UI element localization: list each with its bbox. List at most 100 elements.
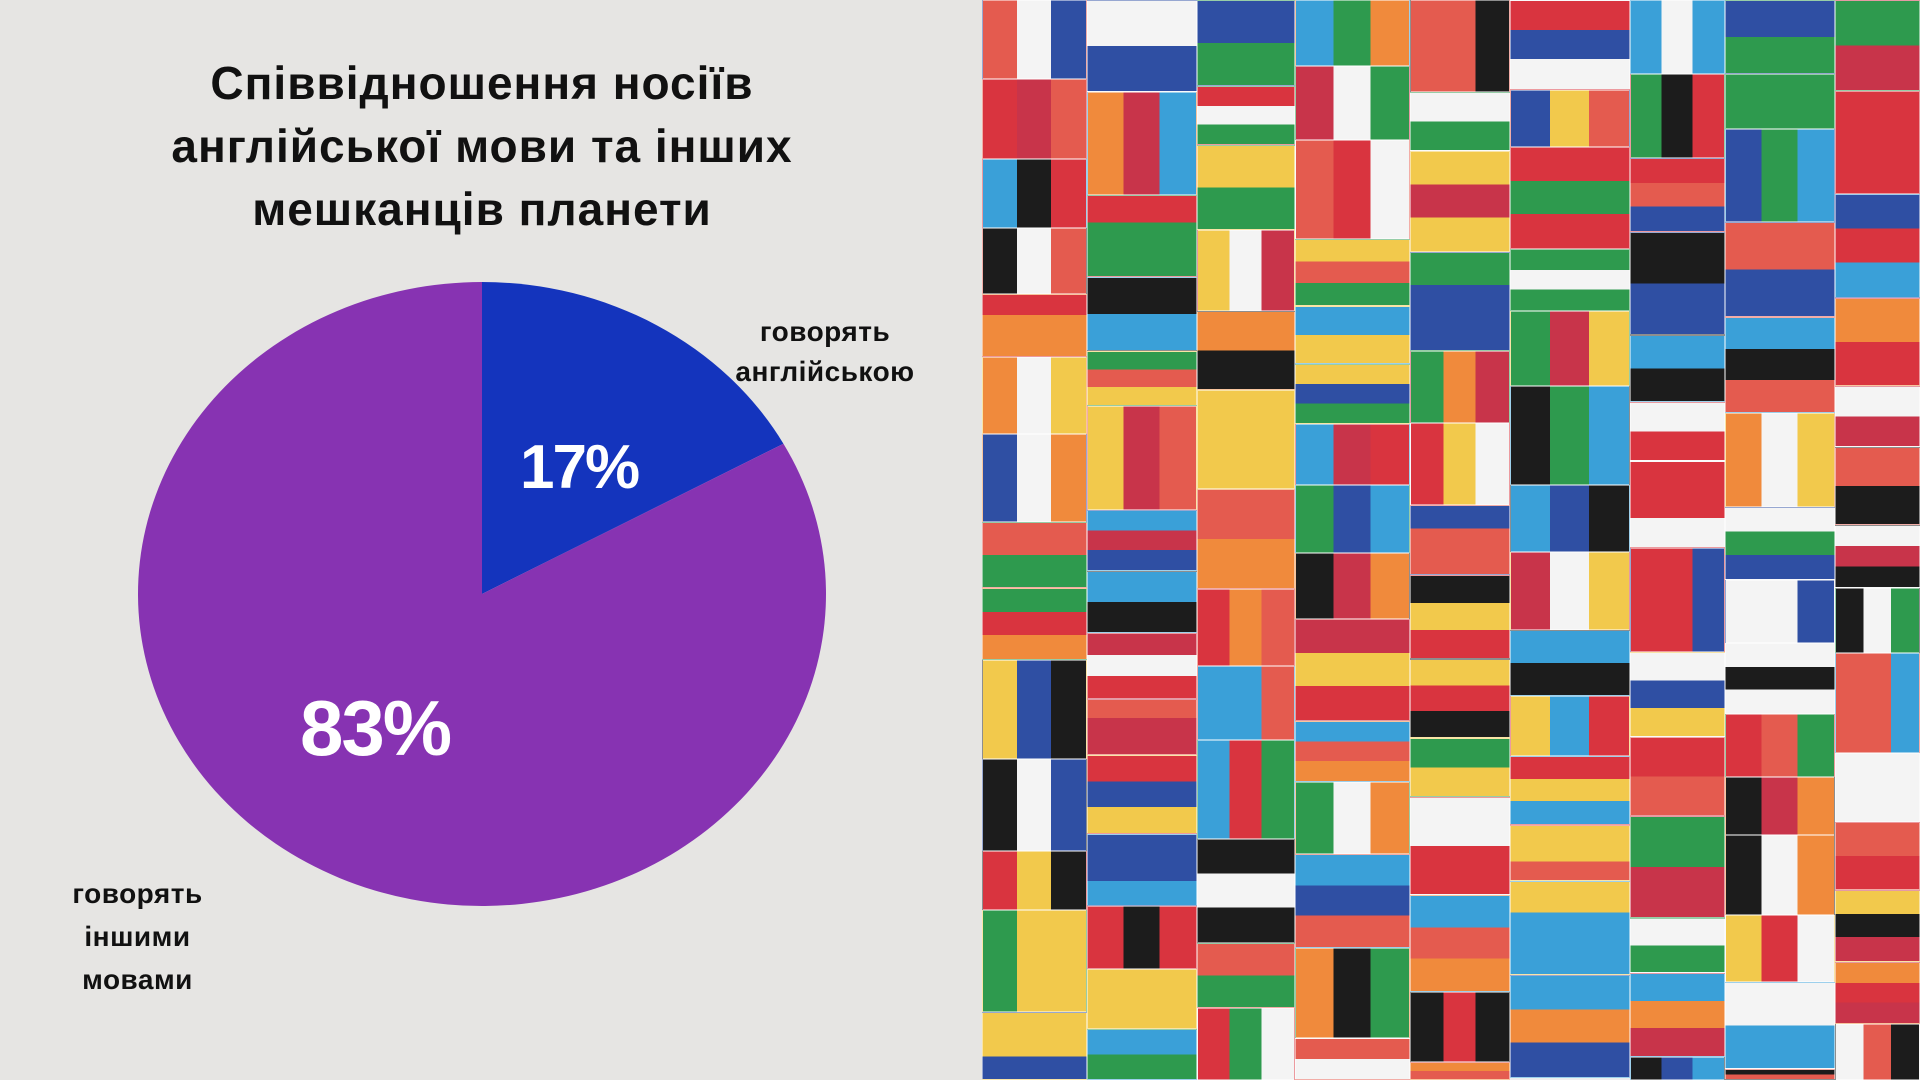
flag-tile: [1295, 306, 1410, 364]
flags-collage-image: [982, 0, 1920, 1080]
flag-tile: [1087, 195, 1197, 277]
flag-tile: [1835, 447, 1920, 525]
flag-tile: [1630, 335, 1725, 402]
flag-tile: [1835, 962, 1920, 1024]
flag-tile: [1510, 696, 1630, 756]
flag-tile: [1197, 839, 1295, 943]
flag-tile: [982, 1012, 1087, 1080]
flag-tile: [1630, 973, 1725, 1057]
flag-tile: [1630, 816, 1725, 918]
flag-tile: [1725, 0, 1835, 74]
flag-tile: [1510, 756, 1630, 825]
flag-tile: [1295, 424, 1410, 485]
flag-tile: [1197, 0, 1295, 86]
flag-tile: [982, 357, 1087, 434]
flag-tile: [1197, 230, 1295, 311]
slice-label-line: мовами: [82, 964, 193, 995]
slice-label-line: іншими: [84, 921, 191, 952]
flag-tile: [1725, 915, 1835, 982]
flag-tile: [1835, 1024, 1920, 1080]
flag-tile: [1295, 485, 1410, 553]
flag-tile: [982, 851, 1087, 910]
flag-tile: [1630, 402, 1725, 461]
flag-tile: [1295, 782, 1410, 854]
flag-tile: [1510, 90, 1630, 147]
flag-tile: [1725, 507, 1835, 580]
flag-tile: [1630, 232, 1725, 335]
flag-tile: [1630, 0, 1725, 74]
flag-tile: [1410, 738, 1510, 797]
flag-tile: [1630, 461, 1725, 548]
flag-tile: [982, 522, 1087, 588]
flag-tile: [1725, 982, 1835, 1069]
flag-tile: [1725, 129, 1835, 222]
flag-tile: [1087, 969, 1197, 1029]
flag-tile: [1510, 825, 1630, 881]
flag-tile: [1087, 699, 1197, 755]
flag-tile: [1835, 194, 1920, 298]
data-label-other: 83%: [300, 684, 452, 772]
flag-tile: [1087, 277, 1197, 351]
flag-tile: [1295, 0, 1410, 66]
slice-label-other: говорять іншими мовами: [30, 872, 245, 1001]
flag-tile: [1510, 147, 1630, 249]
flag-tile: [1295, 364, 1410, 424]
flag-tile: [1410, 252, 1510, 351]
flag-tile: [1087, 755, 1197, 834]
flag-tile: [982, 79, 1087, 159]
flag-tile: [1197, 489, 1295, 589]
flag-tile: [1725, 317, 1835, 413]
flag-tile: [1835, 653, 1920, 753]
flag-tile: [1835, 386, 1920, 447]
flag-tile: [982, 434, 1087, 522]
flag-tile: [1835, 91, 1920, 194]
flag-tile: [1630, 548, 1725, 652]
flag-tile: [1087, 510, 1197, 571]
flag-tile: [1295, 619, 1410, 721]
flag-tile: [1197, 1008, 1295, 1080]
flag-tile: [1725, 643, 1835, 714]
chart-title-line: англійської мови та інших: [171, 120, 793, 172]
flag-tile: [1087, 92, 1197, 195]
flag-tile: [1630, 158, 1725, 232]
chart-title: Співвідношення носіїв англійської мови т…: [0, 52, 964, 241]
flag-tile: [1630, 737, 1725, 816]
flag-tile: [1510, 485, 1630, 552]
data-label-english: 17%: [520, 433, 640, 502]
flag-tile: [1835, 0, 1920, 91]
flag-tile: [1630, 652, 1725, 737]
flag-tile: [1295, 1038, 1410, 1080]
flag-tile: [1197, 390, 1295, 489]
flag-tile: [1510, 311, 1630, 386]
flag-tile: [1835, 822, 1920, 890]
flag-tile: [982, 660, 1087, 759]
flag-tile: [1835, 588, 1920, 653]
flag-tile: [1725, 714, 1835, 777]
chart-title-line: Співвідношення носіїв: [210, 57, 754, 109]
flag-tile: [1410, 505, 1510, 575]
flag-tile: [982, 588, 1087, 660]
flag-tile: [1087, 1029, 1197, 1080]
flag-tile: [1410, 992, 1510, 1062]
flag-tile: [1835, 298, 1920, 386]
flag-tile: [1510, 249, 1630, 311]
slice-label-line: говорять: [72, 878, 203, 909]
flag-tile: [982, 228, 1087, 294]
flag-tile: [1295, 239, 1410, 306]
flag-tile: [1087, 351, 1197, 406]
flag-tile: [1510, 0, 1630, 90]
flag-tile: [1410, 797, 1510, 895]
flag-tile: [1410, 351, 1510, 423]
flag-tile: [1410, 92, 1510, 151]
flag-tile: [1197, 740, 1295, 839]
flag-tile: [982, 159, 1087, 228]
flag-tile: [1087, 633, 1197, 699]
slice-label-line: англійською: [735, 356, 915, 387]
pie-slice-other: [138, 282, 827, 907]
flag-tile: [1087, 0, 1197, 92]
flag-tile: [1087, 406, 1197, 510]
flag-tile: [1087, 571, 1197, 633]
slice-label-line: говорять: [759, 316, 891, 347]
flag-tile: [1410, 151, 1510, 252]
flag-tile: [1295, 721, 1410, 782]
